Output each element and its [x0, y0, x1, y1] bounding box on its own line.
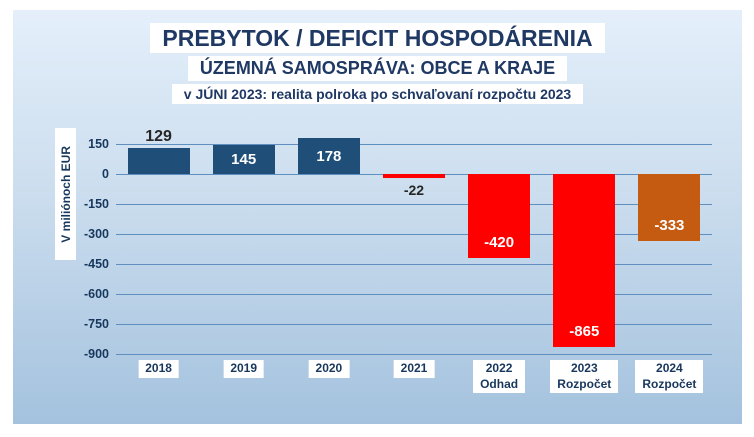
y-axis-ticks: 150 0 -150 -300 -450 -600 -750 -900 [71, 130, 111, 361]
bar-2018 [127, 148, 190, 174]
chart-title: PREBYTOK / DEFICIT HOSPODÁRENIA [150, 23, 605, 54]
gridline--300 [116, 234, 712, 235]
bar-value-2020: 178 [316, 147, 342, 165]
y-tick-0: 0 [102, 167, 109, 181]
y-tick--600: -600 [83, 287, 109, 301]
y-tick--750: -750 [83, 317, 109, 331]
x-label-2020: 2020 [308, 360, 350, 378]
y-tick--150: -150 [83, 197, 109, 211]
y-tick--900: -900 [83, 347, 109, 361]
title-row-1: PREBYTOK / DEFICIT HOSPODÁRENIA [13, 23, 742, 54]
plot-area: 129 145 178 -22 -420 -865 -333 [116, 128, 712, 356]
x-axis-labels: 2018 2019 2020 2021 2022 Odhad 2023 Rozpočet 202… [116, 360, 712, 396]
x-label-qualifier: Odhad [480, 376, 519, 391]
chart-titles: PREBYTOK / DEFICIT HOSPODÁRENIA ÚZEMNÁ S… [13, 23, 742, 108]
x-label-qualifier: Rozpočet [642, 376, 697, 391]
chart-note: v JÚNI 2023: realita polroka po schvaľov… [171, 84, 584, 105]
x-label-year: 2019 [230, 361, 258, 375]
bar-2019: 145 [212, 145, 275, 174]
x-label-year: 2020 [315, 361, 343, 375]
y-tick--300: -300 [83, 227, 109, 241]
bar-2024: -333 [638, 174, 701, 241]
x-label-year: 2018 [145, 361, 172, 375]
x-label-year: 2021 [400, 361, 428, 375]
gridline--750 [116, 324, 712, 325]
gridline--450 [116, 264, 712, 265]
bar-value-2018: 129 [145, 128, 172, 146]
x-label-2021: 2021 [393, 360, 435, 378]
x-label-year: 2024 [656, 361, 683, 375]
bar-value-2023: -865 [569, 323, 600, 340]
y-axis-title-strip: V miliónoch EUR [55, 128, 76, 260]
bar-value-2021: -22 [403, 182, 425, 199]
bar-value-2019: 145 [231, 151, 257, 168]
x-label-2019: 2019 [223, 360, 265, 378]
gridline--150 [116, 204, 712, 205]
x-label-2024: 2024 Rozpočet [635, 360, 704, 394]
x-label-year: 2022 [485, 361, 513, 375]
bar-value-2024: -333 [654, 216, 685, 234]
gridline-150 [116, 144, 712, 145]
bar-2023: -865 [553, 174, 616, 347]
y-tick--450: -450 [83, 257, 109, 271]
x-label-qualifier: Rozpočet [557, 376, 612, 391]
bar-value-2022: -420 [484, 234, 515, 251]
bar-2021 [383, 174, 445, 179]
gridline--600 [116, 294, 712, 295]
x-label-year: 2023 [570, 361, 598, 375]
bar-2020: 178 [297, 138, 360, 174]
chart-subtitle: ÚZEMNÁ SAMOSPRÁVA: OBCE A KRAJE [187, 56, 568, 82]
title-row-3: v JÚNI 2023: realita polroka po schvaľov… [13, 84, 742, 105]
bar-2022: -420 [468, 174, 531, 258]
x-label-2023: 2023 Rozpočet [550, 360, 619, 394]
chart-canvas: PREBYTOK / DEFICIT HOSPODÁRENIA ÚZEMNÁ S… [13, 10, 742, 424]
y-tick-150: 150 [88, 137, 109, 151]
title-row-2: ÚZEMNÁ SAMOSPRÁVA: OBCE A KRAJE [13, 56, 742, 82]
x-label-2018: 2018 [138, 360, 179, 378]
gridline--900 [116, 354, 712, 355]
x-label-2022: 2022 Odhad [473, 360, 526, 394]
